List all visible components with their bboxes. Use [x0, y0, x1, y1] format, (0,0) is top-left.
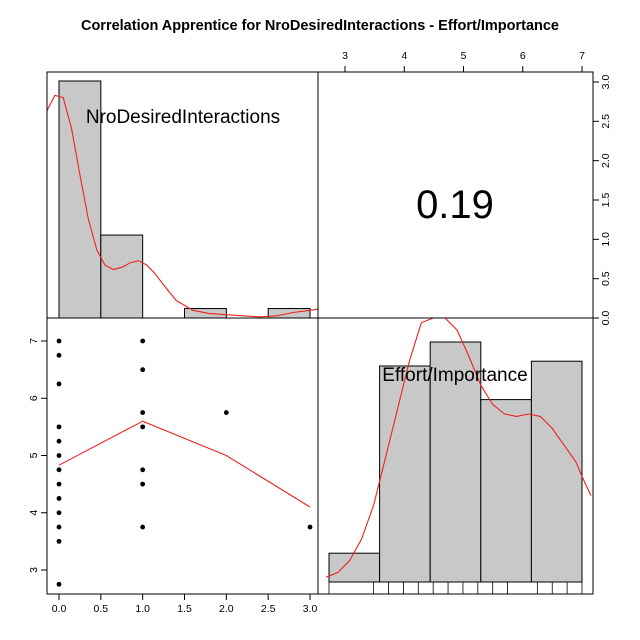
- tick-label: 1.5: [600, 193, 612, 208]
- tick-label: 0.0: [600, 311, 612, 326]
- scatter-point: [56, 538, 62, 544]
- scatter-point: [56, 481, 62, 487]
- diag-label-effort: Effort/Importance: [382, 365, 527, 386]
- tick-label: 7: [28, 338, 40, 344]
- tick-label: 2.0: [219, 603, 234, 615]
- tick-label: 6: [520, 50, 526, 62]
- tick-label: 0.5: [94, 603, 109, 615]
- histogram-bar: [379, 365, 431, 583]
- panel-frame: [317, 317, 594, 595]
- panel-histogram-nro: NroDesiredInteractions: [46, 80, 319, 319]
- histogram-bar: [328, 552, 381, 583]
- scatter-point: [56, 424, 62, 430]
- scatter-point: [140, 467, 146, 473]
- tick-label: 3.0: [303, 603, 318, 615]
- scatter-point: [56, 438, 62, 444]
- chart-title: Correlation Apprentice for NroDesiredInt…: [80, 18, 560, 34]
- scatter-point: [56, 510, 62, 516]
- scatter-point: [140, 338, 146, 344]
- panel-frame: [46, 317, 319, 595]
- scatter-point: [140, 524, 146, 530]
- tick-label: 0.5: [600, 271, 612, 286]
- scatter-point: [56, 581, 62, 587]
- histogram-bar: [530, 360, 583, 583]
- scatter-point: [56, 496, 62, 501]
- scatter-point: [56, 381, 62, 387]
- tick-label: 4: [401, 50, 407, 62]
- density-line: [46, 94, 319, 318]
- tick-label: 7: [579, 50, 585, 62]
- histogram-bar: [58, 80, 102, 319]
- scatter-point: [140, 424, 146, 430]
- tick-label: 3: [28, 567, 40, 573]
- tick-label: 5: [28, 452, 40, 458]
- scatter-point: [56, 453, 62, 458]
- diag-label-nro: NroDesiredInteractions: [86, 107, 280, 128]
- panel-frames: [46, 71, 594, 595]
- tick-label: 3.0: [600, 75, 612, 90]
- histogram-bar: [100, 234, 144, 319]
- tick-label: 1.0: [135, 603, 150, 615]
- tick-label: 2.5: [261, 603, 276, 615]
- panel-histogram-effort: Effort/Importance: [325, 318, 592, 594]
- panel-correlation: 0.19: [416, 183, 494, 227]
- correlation-value: 0.19: [416, 183, 494, 227]
- scatter-point: [56, 524, 62, 530]
- tick-label: 2.0: [600, 153, 612, 168]
- scatter-point: [223, 410, 229, 415]
- tick-label: 5: [461, 50, 467, 62]
- tick-label: 0.0: [52, 603, 67, 615]
- scatter-point: [140, 367, 146, 373]
- histogram-bar: [480, 399, 532, 583]
- scatter-point: [307, 524, 313, 530]
- tick-label: 4: [28, 510, 40, 516]
- tick-label: 6: [28, 395, 40, 401]
- tick-label: 2.5: [600, 114, 612, 129]
- scatter-point: [56, 338, 62, 344]
- scatter-point: [140, 410, 146, 415]
- panel-scatter: [56, 338, 313, 587]
- scatter-point: [56, 352, 62, 358]
- loess-line: [58, 420, 311, 508]
- scatter-point: [56, 467, 62, 473]
- tick-label: 1.0: [600, 232, 612, 247]
- tick-label: 1.5: [177, 603, 192, 615]
- density-line: [325, 318, 592, 578]
- tick-label: 3: [342, 50, 348, 62]
- scatter-point: [140, 481, 146, 487]
